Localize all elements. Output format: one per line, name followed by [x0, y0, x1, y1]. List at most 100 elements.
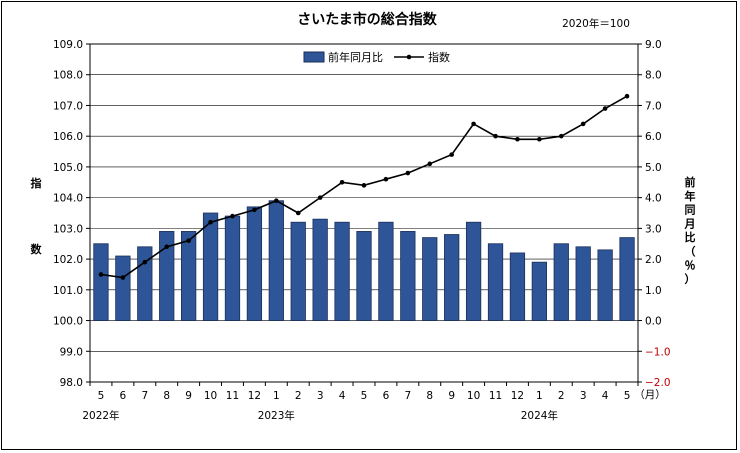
bar	[575, 246, 591, 321]
bar	[531, 261, 547, 321]
right-axis-label-char: 月	[684, 217, 696, 230]
right-axis-label-char: （	[685, 245, 696, 258]
x-tick-label: 3	[317, 390, 324, 402]
year-label: 2022年	[82, 409, 119, 422]
left-tick-label: 103.0	[53, 223, 83, 235]
x-tick-label: 6	[120, 390, 127, 402]
right-tick-label: −2.0	[645, 377, 671, 389]
right-axis-ticks: −2.0 −1.0 0.0 1.0 2.0 3.0 4.0 5.0 6.0 7.0 8.0 9.0	[638, 39, 671, 389]
x-tick-label: 3	[580, 390, 587, 402]
left-axis-label: 指数	[31, 176, 43, 256]
right-tick-label: 9.0	[645, 39, 662, 51]
x-tick-label: 8	[163, 390, 170, 402]
right-tick-label: 3.0	[645, 223, 662, 235]
right-tick-label: 7.0	[645, 100, 662, 112]
right-tick-label: 8.0	[645, 70, 662, 82]
left-tick-label: 99.0	[60, 346, 83, 358]
line-point	[142, 259, 148, 265]
line-point	[120, 275, 126, 280]
left-tick-label: 106.0	[53, 131, 83, 143]
right-tick-label: 2.0	[645, 254, 662, 266]
bar-series	[93, 200, 635, 321]
line-point	[252, 207, 257, 213]
right-axis-label: 前年同月比（％）	[684, 175, 696, 286]
line-point	[317, 195, 323, 200]
x-axis-unit: （月）	[634, 389, 666, 401]
line-point	[361, 183, 367, 188]
bar	[93, 243, 109, 321]
left-tick-label: 98.0	[60, 377, 83, 389]
bar	[422, 237, 438, 321]
right-axis-label-char: ）	[685, 273, 696, 286]
line-point	[602, 106, 608, 111]
line-series	[98, 93, 630, 280]
left-axis-label-char: 指	[31, 176, 42, 190]
x-tick-label: 7	[141, 390, 148, 402]
x-tick-label: 5	[624, 390, 631, 402]
bar	[356, 231, 372, 321]
right-tick-label: −1.0	[645, 346, 671, 358]
x-tick-label: 7	[404, 390, 411, 402]
left-tick-label: 102.0	[53, 254, 83, 266]
axes	[89, 43, 639, 383]
right-axis-label-char: 同	[685, 204, 696, 217]
left-tick-label: 101.0	[53, 285, 83, 297]
bar	[312, 218, 328, 321]
year-label: 2024年	[521, 409, 558, 422]
line-point	[449, 152, 454, 157]
x-tick-label: 5	[98, 390, 105, 402]
bar	[487, 243, 504, 321]
x-tick-label: 8	[426, 390, 433, 402]
base-note: 2020年＝100	[562, 17, 630, 30]
legend-line-label: 指数	[428, 50, 450, 64]
right-axis-label-char: 比	[685, 230, 696, 244]
bar	[400, 231, 416, 321]
left-axis-ticks: 98.0 99.0 100.0 101.0 102.0 103.0 104.0 105.0 10…	[53, 39, 90, 389]
x-tick-label: 11	[489, 390, 502, 402]
line-point	[295, 210, 301, 216]
left-tick-label: 100.0	[53, 316, 83, 328]
bar	[181, 231, 197, 321]
right-tick-label: 1.0	[645, 285, 662, 297]
chart-title: さいたま市の総合指数	[297, 11, 438, 28]
x-tick-label: 5	[361, 390, 368, 402]
line-point	[383, 176, 389, 182]
left-axis-label-char: 数	[31, 242, 43, 256]
left-tick-label: 108.0	[53, 70, 83, 82]
line-point	[164, 244, 170, 250]
x-tick-label: 1	[536, 390, 543, 402]
bar	[597, 249, 613, 321]
line-point	[339, 179, 345, 185]
x-tick-label: 2	[295, 390, 302, 402]
bar	[290, 221, 306, 321]
right-tick-label: 5.0	[645, 162, 662, 174]
line-point	[208, 219, 213, 225]
right-tick-label: 6.0	[645, 131, 662, 143]
right-axis-label-char: 年	[685, 189, 696, 203]
x-tick-label: 11	[226, 390, 239, 402]
x-tick-label: 4	[339, 390, 346, 402]
x-axis-ticks: 5 6 7 8 9 10 11 12 1 2 3 4 5 6 7 8 9 10 11 12 1 2 3 4 5	[89, 382, 639, 402]
legend-bar-label: 前年同月比	[328, 50, 383, 64]
year-labels: 2022年 2023年 2024年	[82, 409, 558, 422]
legend-line-marker	[406, 54, 412, 60]
x-tick-label: 2	[558, 390, 565, 402]
legend-bar-swatch	[303, 51, 325, 63]
line-point	[515, 136, 520, 142]
x-tick-label: 6	[383, 390, 390, 402]
bar	[224, 215, 241, 321]
line-point	[558, 133, 564, 139]
left-tick-label: 105.0	[53, 162, 83, 174]
left-tick-label: 109.0	[53, 39, 83, 51]
line-point	[427, 161, 433, 167]
bar	[202, 212, 219, 321]
line-point	[471, 121, 476, 127]
bar	[334, 221, 350, 321]
year-label: 2023年	[258, 409, 295, 422]
bar	[465, 221, 482, 321]
x-tick-label: 1	[273, 390, 280, 402]
line-point	[537, 136, 542, 142]
right-tick-label: 4.0	[645, 193, 662, 205]
